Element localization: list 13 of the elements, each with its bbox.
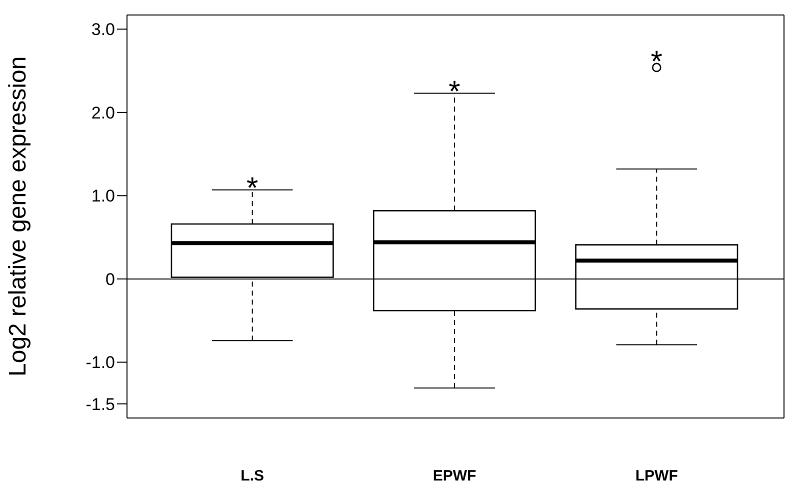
y-tick-label: 1.0 <box>91 186 115 206</box>
y-tick-label: 3.0 <box>91 20 115 40</box>
x-tick-label: L.S <box>240 468 264 483</box>
annotation: * <box>246 172 258 205</box>
x-tick-label: LPWF <box>635 468 678 483</box>
y-tick-label: 2.0 <box>91 103 115 122</box>
x-tick-label: EPWF <box>432 468 476 483</box>
y-tick-label: -1.5 <box>86 394 115 414</box>
y-tick-label: 0 <box>106 270 115 289</box>
annotation: * <box>448 75 461 108</box>
y-axis-title: Log2 relative gene expression <box>4 56 32 376</box>
y-tick-label: -1.0 <box>86 353 115 372</box>
annotation: * <box>650 45 663 78</box>
